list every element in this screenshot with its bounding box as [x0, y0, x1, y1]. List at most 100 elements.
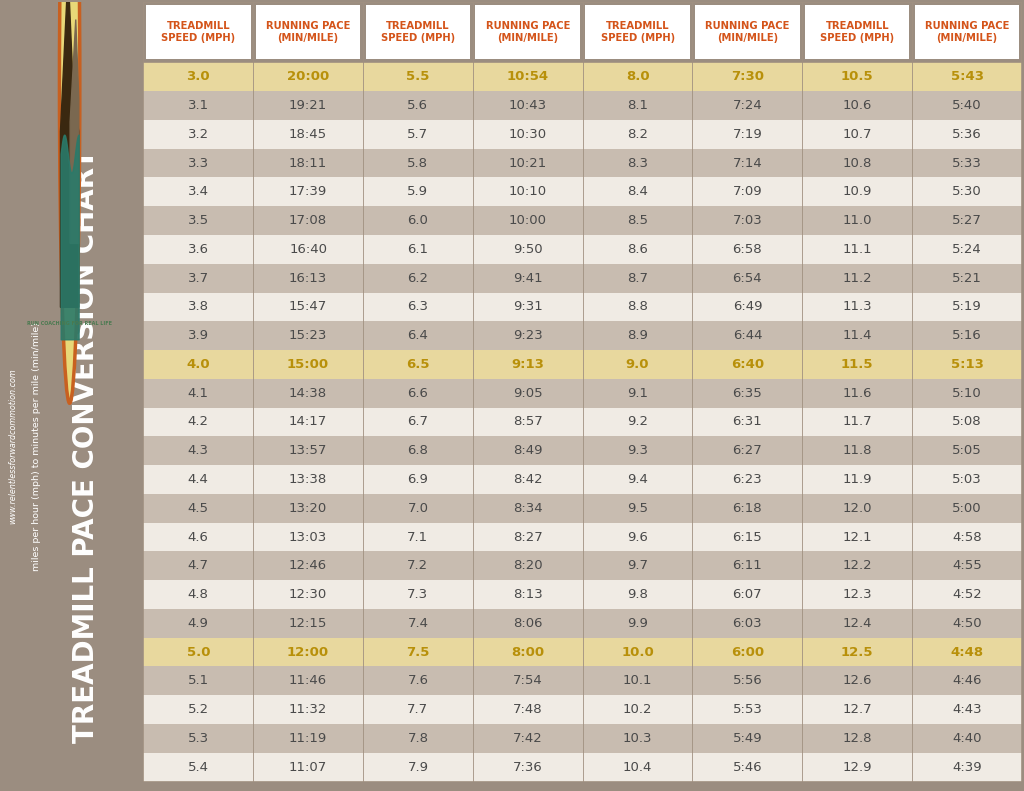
Text: 9:50: 9:50	[513, 243, 543, 255]
Text: 8.9: 8.9	[627, 329, 648, 343]
Bar	[253, 62, 364, 91]
Bar	[143, 293, 253, 321]
Bar	[803, 263, 912, 293]
Text: 5:56: 5:56	[732, 675, 762, 687]
Text: 9.2: 9.2	[627, 415, 648, 429]
Text: RUNNING PACE
(MIN/MILE): RUNNING PACE (MIN/MILE)	[925, 21, 1010, 44]
Bar	[143, 609, 253, 638]
Text: 7.9: 7.9	[408, 761, 428, 774]
Text: RUN COACHING FOR REAL LIFE: RUN COACHING FOR REAL LIFE	[27, 321, 113, 326]
Text: 7:19: 7:19	[732, 128, 762, 141]
Text: 4.0: 4.0	[186, 358, 210, 371]
Text: 8:06: 8:06	[513, 617, 543, 630]
Text: 12.4: 12.4	[843, 617, 872, 630]
Bar	[912, 407, 1022, 437]
Text: 20:00: 20:00	[287, 70, 330, 83]
Bar	[253, 235, 364, 263]
Bar	[473, 551, 583, 580]
Text: 8.8: 8.8	[627, 301, 648, 313]
Bar	[364, 609, 473, 638]
Bar	[253, 379, 364, 407]
Bar	[256, 6, 360, 59]
Text: 3.1: 3.1	[187, 99, 209, 112]
Text: 6:00: 6:00	[731, 645, 764, 659]
Text: RUNNING PACE
(MIN/MILE): RUNNING PACE (MIN/MILE)	[706, 21, 790, 44]
Text: 11.1: 11.1	[843, 243, 872, 255]
Bar	[583, 580, 692, 609]
Text: 4.7: 4.7	[187, 559, 209, 572]
Text: 10.9: 10.9	[843, 185, 871, 199]
Text: 11:07: 11:07	[289, 761, 328, 774]
Bar	[583, 437, 692, 465]
Bar	[583, 667, 692, 695]
Text: 7:54: 7:54	[513, 675, 543, 687]
Bar	[364, 263, 473, 293]
Text: 17:39: 17:39	[289, 185, 328, 199]
Text: 10.5: 10.5	[841, 70, 873, 83]
Text: 5:43: 5:43	[950, 70, 983, 83]
Text: 7.2: 7.2	[408, 559, 428, 572]
Bar	[253, 350, 364, 379]
Bar	[912, 609, 1022, 638]
Bar	[143, 321, 253, 350]
Text: 12.7: 12.7	[843, 703, 872, 716]
Bar	[803, 638, 912, 667]
Bar	[914, 6, 1019, 59]
Bar	[692, 724, 803, 753]
Text: 5.2: 5.2	[187, 703, 209, 716]
Text: 5:21: 5:21	[952, 271, 982, 285]
Text: 4:58: 4:58	[952, 531, 982, 543]
Bar	[692, 293, 803, 321]
Bar	[253, 609, 364, 638]
Text: 7.1: 7.1	[408, 531, 428, 543]
Text: 5:24: 5:24	[952, 243, 982, 255]
Bar	[143, 407, 253, 437]
Bar	[692, 580, 803, 609]
Bar	[253, 293, 364, 321]
Text: 4:46: 4:46	[952, 675, 982, 687]
Text: 8.2: 8.2	[627, 128, 648, 141]
Text: 4.6: 4.6	[187, 531, 209, 543]
Text: 5:46: 5:46	[732, 761, 762, 774]
Text: 4.4: 4.4	[187, 473, 209, 486]
Bar	[253, 494, 364, 523]
Text: 7:30: 7:30	[731, 70, 764, 83]
Text: 3.8: 3.8	[187, 301, 209, 313]
Text: 11.8: 11.8	[843, 445, 872, 457]
Text: 6.1: 6.1	[408, 243, 428, 255]
Text: 10.4: 10.4	[623, 761, 652, 774]
Bar	[143, 91, 253, 120]
Text: 8.5: 8.5	[627, 214, 648, 227]
Text: 8.7: 8.7	[627, 271, 648, 285]
Text: 9.3: 9.3	[627, 445, 648, 457]
Text: 5:49: 5:49	[732, 732, 762, 745]
Bar	[583, 407, 692, 437]
Bar	[473, 523, 583, 551]
Bar	[803, 407, 912, 437]
Text: 12.0: 12.0	[843, 501, 872, 515]
Text: 9.4: 9.4	[627, 473, 648, 486]
Text: 5.8: 5.8	[408, 157, 428, 169]
Bar	[803, 91, 912, 120]
Bar	[692, 62, 803, 91]
Text: 13:20: 13:20	[289, 501, 328, 515]
Text: 6.9: 6.9	[408, 473, 428, 486]
Text: 9.6: 9.6	[627, 531, 648, 543]
Text: 5:36: 5:36	[952, 128, 982, 141]
Text: 14:17: 14:17	[289, 415, 328, 429]
Bar	[583, 62, 692, 91]
Text: 19:21: 19:21	[289, 99, 328, 112]
Text: TREADMILL
SPEED (MPH): TREADMILL SPEED (MPH)	[381, 21, 455, 44]
Text: 4:55: 4:55	[952, 559, 982, 572]
Bar	[143, 62, 253, 91]
Bar	[583, 293, 692, 321]
Bar	[143, 724, 253, 753]
Bar	[912, 206, 1022, 235]
Text: 18:45: 18:45	[289, 128, 327, 141]
Bar	[912, 523, 1022, 551]
Bar	[143, 753, 253, 782]
Bar	[803, 62, 912, 91]
Text: 11.2: 11.2	[843, 271, 872, 285]
Text: 4:48: 4:48	[950, 645, 984, 659]
Bar	[253, 321, 364, 350]
